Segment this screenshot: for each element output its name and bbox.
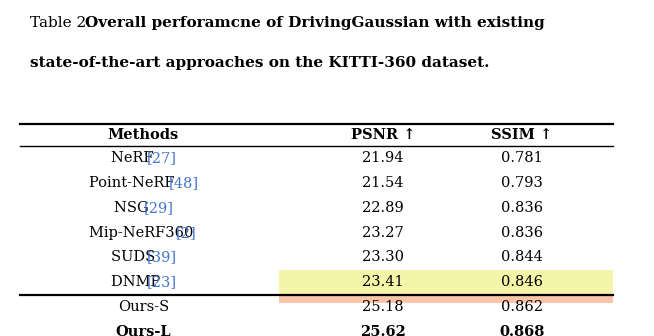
Text: 0.862: 0.862: [501, 300, 543, 314]
Text: 0.836: 0.836: [501, 201, 543, 215]
Text: [2]: [2]: [176, 226, 197, 240]
Text: state-of-the-art approaches on the KITTI-360 dataset.: state-of-the-art approaches on the KITTI…: [30, 56, 489, 70]
Text: PSNR ↑: PSNR ↑: [351, 128, 415, 142]
Text: [39]: [39]: [147, 250, 177, 264]
Text: SSIM ↑: SSIM ↑: [491, 128, 553, 142]
Bar: [279, 295, 613, 319]
Text: 0.781: 0.781: [501, 151, 543, 165]
Text: 22.89: 22.89: [362, 201, 404, 215]
Text: DNMP: DNMP: [111, 275, 165, 289]
Text: 25.18: 25.18: [362, 300, 404, 314]
Text: [27]: [27]: [147, 151, 177, 165]
Text: 23.30: 23.30: [362, 250, 404, 264]
Text: Ours-S: Ours-S: [118, 300, 169, 314]
Text: 0.836: 0.836: [501, 226, 543, 240]
Text: SUDS: SUDS: [111, 250, 160, 264]
Text: Point-NeRF: Point-NeRF: [89, 176, 179, 190]
Text: 0.793: 0.793: [501, 176, 543, 190]
Text: Ours-L: Ours-L: [116, 325, 171, 336]
Text: Overall perforamcne of DrivingGaussian with existing: Overall perforamcne of DrivingGaussian w…: [85, 16, 545, 31]
Text: Table 2.: Table 2.: [30, 16, 95, 31]
Text: 0.844: 0.844: [501, 250, 543, 264]
Text: NeRF: NeRF: [111, 151, 158, 165]
Text: Methods: Methods: [108, 128, 179, 142]
Text: Mip-NeRF360: Mip-NeRF360: [89, 226, 198, 240]
Text: 21.94: 21.94: [362, 151, 404, 165]
Text: [48]: [48]: [169, 176, 199, 190]
Text: 23.41: 23.41: [362, 275, 404, 289]
Text: 0.868: 0.868: [499, 325, 545, 336]
Bar: [279, 319, 613, 336]
Text: NSG: NSG: [114, 201, 154, 215]
Text: 23.27: 23.27: [362, 226, 404, 240]
Text: 25.62: 25.62: [360, 325, 406, 336]
Text: [23]: [23]: [147, 275, 177, 289]
Text: 0.846: 0.846: [501, 275, 543, 289]
Bar: [279, 270, 613, 295]
Text: [29]: [29]: [143, 201, 173, 215]
Text: 21.54: 21.54: [362, 176, 404, 190]
